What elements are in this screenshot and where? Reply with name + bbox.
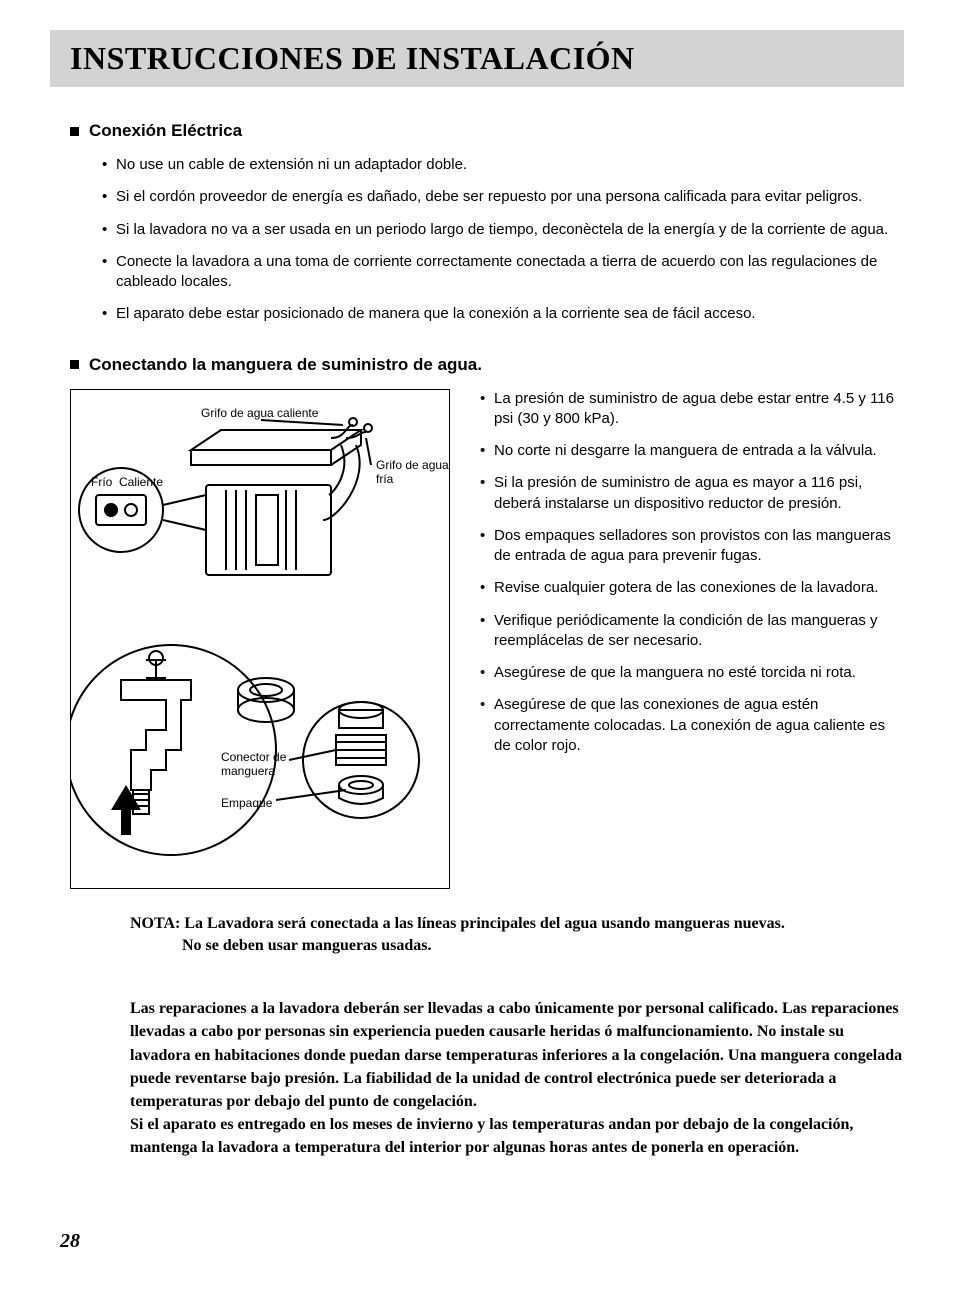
list-item: No use un cable de extensión ni un adapt… [102, 155, 904, 175]
list-item: La presión de suministro de agua debe es… [480, 389, 904, 430]
note-line1: NOTA: La Lavadora será conectada a las l… [130, 915, 785, 932]
page: INSTRUCCIONES DE INSTALACIÓN Conexión El… [0, 0, 954, 1293]
warning-block: Las reparaciones a la lavadora deberán s… [130, 997, 904, 1159]
list-item: No corte ni desgarre la manguera de entr… [480, 441, 904, 461]
electrical-list: No use un cable de extensión ni un adapt… [70, 155, 904, 325]
section-hose: Conectando la manguera de suministro de … [50, 355, 904, 1160]
title-bar: INSTRUCCIONES DE INSTALACIÓN [50, 30, 904, 87]
heading-text: Conectando la manguera de suministro de … [89, 355, 482, 375]
page-title: INSTRUCCIONES DE INSTALACIÓN [70, 40, 884, 77]
square-bullet-icon [70, 127, 79, 136]
square-bullet-icon [70, 360, 79, 369]
section-electrical: Conexión Eléctrica No use un cable de ex… [50, 121, 904, 325]
diagram-svg [71, 390, 447, 886]
section-heading-hose: Conectando la manguera de suministro de … [70, 355, 904, 375]
hose-list: La presión de suministro de agua debe es… [480, 389, 904, 889]
list-item: Asegúrese de que las conexiones de agua … [480, 695, 904, 756]
hose-diagram: Grifo de agua caliente Grifo de agua frí… [70, 389, 450, 889]
note-line2: No se deben usar mangueras usadas. [130, 935, 904, 957]
list-item: Si la presión de suministro de agua es m… [480, 473, 904, 514]
note-block: NOTA: La Lavadora será conectada a las l… [130, 913, 904, 958]
two-column-layout: Grifo de agua caliente Grifo de agua frí… [70, 389, 904, 889]
list-item: Si la lavadora no va a ser usada en un p… [102, 220, 904, 240]
heading-text: Conexión Eléctrica [89, 121, 242, 141]
list-item: Conecte la lavadora a una toma de corrie… [102, 252, 904, 293]
list-item: Si el cordón proveedor de energía es dañ… [102, 187, 904, 207]
list-item: Verifique periódicamente la condición de… [480, 611, 904, 652]
list-item: Revise cualquier gotera de las conexione… [480, 578, 904, 598]
section-heading-electrical: Conexión Eléctrica [70, 121, 904, 141]
list-item: El aparato debe estar posicionado de man… [102, 304, 904, 324]
list-item: Asegúrese de que la manguera no esté tor… [480, 663, 904, 683]
list-item: Dos empaques selladores son provistos co… [480, 526, 904, 567]
page-number: 28 [60, 1230, 904, 1253]
